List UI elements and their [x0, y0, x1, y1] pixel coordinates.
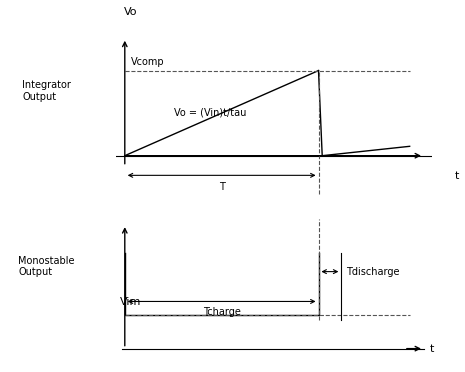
- Text: Vo: Vo: [124, 7, 138, 17]
- Text: Vo = (Vin)t/tau: Vo = (Vin)t/tau: [174, 107, 246, 117]
- Text: Monostable
Output: Monostable Output: [19, 256, 75, 277]
- Text: Vim: Vim: [120, 296, 141, 307]
- Text: Integrator
Output: Integrator Output: [22, 80, 71, 102]
- Text: t: t: [455, 171, 459, 181]
- Text: Tcharge: Tcharge: [203, 307, 240, 317]
- Text: Vcomp: Vcomp: [131, 57, 164, 67]
- Text: Tdischarge: Tdischarge: [345, 267, 399, 277]
- Text: t: t: [430, 344, 434, 354]
- Text: T: T: [219, 182, 225, 192]
